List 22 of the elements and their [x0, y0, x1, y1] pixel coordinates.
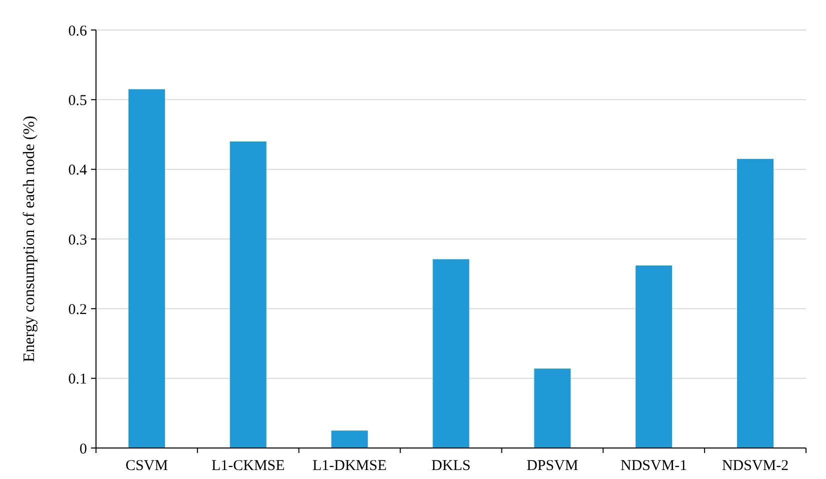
y-tick-label: 0.5: [68, 92, 87, 109]
y-tick-label: 0.1: [68, 372, 87, 388]
bar: [128, 89, 165, 448]
x-tick-label: NDSVM-1: [620, 458, 688, 474]
x-tick-label: CSVM: [125, 458, 168, 474]
y-tick-label: 0.2: [68, 302, 87, 318]
bar: [230, 141, 266, 448]
x-tick-label: L1-DKMSE: [312, 458, 387, 474]
y-tick-label: 0.4: [68, 162, 88, 179]
bar: [737, 158, 774, 448]
y-tick-label: 0: [80, 441, 87, 458]
bar: [636, 265, 672, 448]
y-tick-label: 0.3: [68, 232, 87, 248]
x-tick-label: NDSVM-2: [722, 458, 789, 474]
bar: [534, 368, 571, 448]
y-tick-label: 0.6: [68, 23, 88, 40]
x-tick-label: L1-CKMSE: [211, 458, 285, 474]
x-tick-label: DPSVM: [526, 458, 578, 474]
x-tick-label: DKLS: [431, 458, 471, 474]
bar: [331, 430, 368, 448]
y-axis-title: Energy consumption of each node (%): [21, 116, 38, 362]
bar: [432, 259, 470, 448]
